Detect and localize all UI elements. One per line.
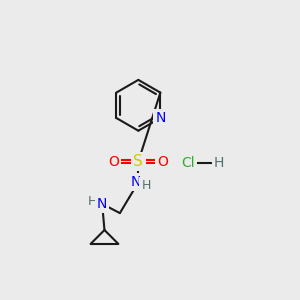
Text: N: N <box>97 197 107 211</box>
Text: H: H <box>88 195 98 208</box>
Text: O: O <box>158 154 168 169</box>
Text: N: N <box>131 175 141 189</box>
Text: Cl: Cl <box>182 156 195 170</box>
Text: H: H <box>141 179 151 192</box>
Text: N: N <box>155 111 166 125</box>
Text: O: O <box>108 154 119 169</box>
Text: H: H <box>214 156 224 170</box>
Text: S: S <box>134 154 143 169</box>
